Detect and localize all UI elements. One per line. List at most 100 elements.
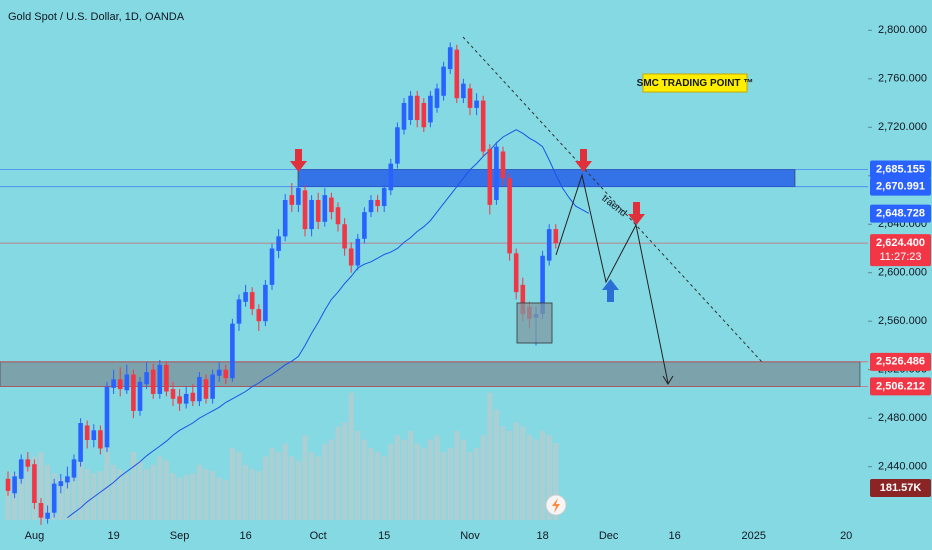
candle-body (309, 200, 314, 230)
volume-bar (546, 435, 552, 520)
price-badge-label: 2,648.728 (876, 208, 925, 220)
volume-bar (223, 479, 229, 520)
volume-bar (375, 452, 381, 520)
candle-body (51, 483, 57, 513)
volume-bar (262, 456, 268, 520)
candle-body (494, 146, 499, 200)
candle-body (243, 292, 248, 302)
down-arrow (575, 149, 592, 172)
candle-body (447, 47, 453, 70)
x-tick-label: 20 (840, 530, 852, 542)
candle-body (428, 95, 433, 123)
candle-body (71, 459, 77, 478)
volume-bar (45, 464, 51, 520)
candle-body (302, 190, 308, 230)
candle-body (164, 364, 169, 392)
countdown: 11:27:23 (879, 251, 921, 263)
candle-body (25, 459, 31, 467)
candle-body (203, 379, 209, 399)
price-badge (870, 234, 931, 267)
volume-bar (295, 460, 301, 520)
volume-bar (289, 456, 295, 520)
volume-bar (58, 477, 64, 520)
volume-bar (441, 452, 447, 520)
volume-bar (210, 471, 216, 520)
candle-body (368, 200, 374, 213)
y-tick-label: 2,480.000 (878, 412, 927, 424)
price-zone (297, 169, 796, 187)
order-block (516, 302, 553, 344)
candle-body (289, 195, 295, 205)
candle-body (329, 197, 334, 213)
volume-bar (97, 471, 103, 520)
volume-bar (348, 392, 354, 520)
price-badge (870, 204, 931, 223)
candle-body (157, 364, 163, 394)
price-badge-label: 2,670.991 (876, 181, 925, 193)
volume-bar (117, 469, 123, 520)
candle-body (461, 83, 466, 99)
volume-bar (408, 430, 414, 520)
label-box (642, 73, 748, 93)
volume-badge (870, 479, 931, 497)
volume-bar (64, 479, 70, 520)
volume-bar (500, 426, 506, 520)
candle-body (296, 187, 301, 205)
candle-body (546, 229, 552, 261)
volume-bar (526, 435, 532, 520)
candle-body (177, 396, 182, 404)
candle-body (230, 323, 235, 379)
candle-body (454, 49, 460, 99)
volume-bar (190, 473, 196, 520)
volume-bar (533, 439, 539, 520)
volume-bar (434, 435, 440, 520)
volume-bar (493, 409, 499, 520)
volume-bar (38, 452, 44, 520)
y-tick-label: 2,800.000 (878, 24, 927, 36)
candle-body (183, 393, 189, 404)
candle-body (223, 369, 229, 379)
x-tick-label: 16 (239, 530, 251, 542)
candle-body (513, 253, 519, 293)
candle-body (388, 163, 394, 191)
volume-bar (111, 464, 117, 520)
volume-bar (84, 469, 90, 520)
price-badge (870, 352, 931, 371)
candle-body (355, 238, 361, 266)
x-tick-label: 2025 (742, 530, 766, 542)
candle-body (236, 299, 242, 324)
moving-average (67, 129, 590, 519)
volume-bar (381, 456, 387, 520)
candle-body (91, 430, 97, 440)
candle-body (256, 309, 262, 322)
x-tick-label: Nov (460, 530, 480, 542)
candle-body (45, 512, 50, 519)
candle-body (381, 187, 387, 207)
candle-body (190, 392, 196, 402)
volume-bar (196, 464, 202, 520)
candle-body (170, 389, 176, 399)
price-badge-label: 2,526.486 (876, 356, 925, 368)
candle-body (520, 284, 526, 314)
candle-body (441, 66, 446, 96)
down-arrow (628, 202, 645, 225)
volume-badge-label: 181.57K (880, 482, 922, 494)
candle-body (144, 372, 149, 385)
candle-body (348, 248, 354, 266)
trend-line (462, 36, 763, 363)
volume-bar (401, 439, 407, 520)
candle-body (197, 376, 202, 402)
volume-bar (322, 443, 328, 520)
price-badge (870, 160, 931, 179)
volume-bar (328, 439, 334, 520)
volume-bar (540, 430, 546, 520)
volume-bar (513, 422, 519, 520)
candle-body (104, 386, 110, 448)
annotations: SMC TRADING POINT ™ traend (290, 36, 763, 516)
candle-body (124, 374, 130, 391)
up-arrow (602, 279, 619, 302)
volume-bar (130, 452, 136, 520)
volume-bar (170, 473, 176, 520)
candle-body (65, 476, 70, 483)
